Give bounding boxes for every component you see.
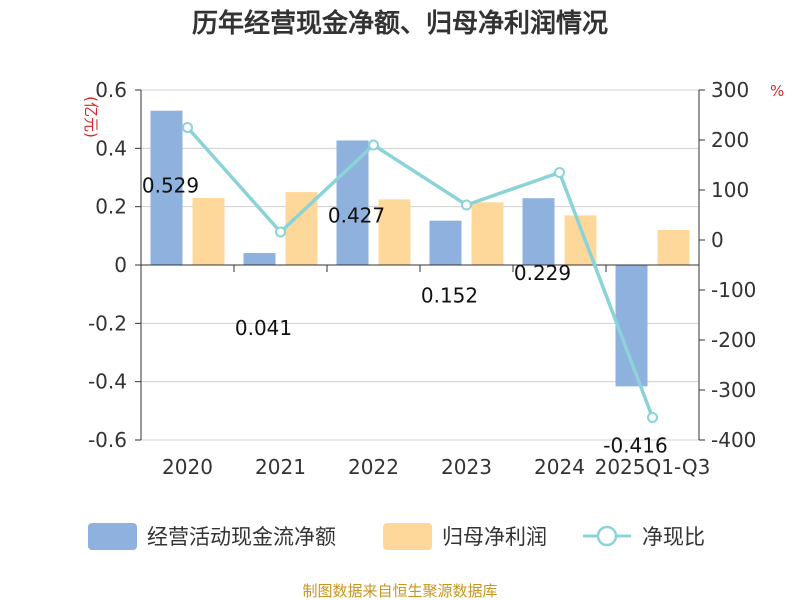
legend-label: 净现比 — [642, 525, 705, 549]
left-tick-label: -0.6 — [88, 428, 127, 452]
x-tick-label: 2020 — [162, 455, 213, 479]
right-tick-label: 0 — [711, 228, 724, 252]
legend-item-net-profit: 归母净利润 — [383, 523, 547, 550]
line-point — [368, 139, 379, 151]
legend-item-cash-ratio: 净现比 — [583, 525, 705, 549]
bar-operating-cash-flow — [150, 110, 183, 265]
x-tick-label: 2022 — [348, 455, 399, 479]
bar-data-label: 0.229 — [514, 261, 571, 285]
line-point — [461, 199, 472, 211]
legend-label: 归母净利润 — [442, 525, 547, 549]
line-point — [647, 412, 658, 423]
right-tick-label: -100 — [711, 278, 756, 302]
data-labels-layer: 0.529 0.041 0.427 0.152 0.229 -0.416 — [142, 174, 668, 458]
line-cash-ratio — [186, 126, 655, 419]
bar-operating-cash-flow — [429, 220, 462, 265]
source-note: 制图数据来自恒生聚源数据库 — [302, 582, 497, 600]
left-tick-label: 0.2 — [95, 195, 127, 219]
bar-data-label: 0.041 — [235, 316, 292, 340]
bar-data-label: -0.416 — [603, 433, 667, 457]
legend-swatch-marker — [596, 525, 618, 547]
bar-operating-cash-flow — [522, 198, 555, 265]
left-tick-label: 0.4 — [95, 136, 127, 160]
bar-net-profit — [192, 197, 225, 265]
x-tick-label: 2024 — [534, 455, 585, 479]
bar-data-label: 0.427 — [328, 203, 385, 227]
x-tick-label: 2023 — [441, 455, 492, 479]
bar-operating-cash-flow — [243, 253, 276, 265]
bar-net-profit — [657, 230, 690, 265]
left-axis-unit: (亿元) — [82, 96, 100, 138]
line-series-layer — [182, 122, 658, 423]
chart-title: 历年经营现金净额、归母净利润情况 — [192, 8, 608, 39]
legend-swatch — [88, 523, 137, 550]
right-tick-label: -200 — [711, 328, 756, 352]
bars-layer — [150, 110, 690, 387]
left-tick-label: -0.2 — [88, 311, 127, 335]
bar-operating-cash-flow — [336, 140, 369, 265]
line-point — [554, 167, 565, 178]
bar-data-label: 0.152 — [421, 284, 478, 308]
left-tick-label: 0.6 — [95, 78, 127, 102]
legend-swatch — [383, 523, 432, 550]
legend-label: 经营活动现金流净额 — [147, 525, 336, 549]
left-tick-label: 0 — [114, 253, 127, 277]
right-axis-unit: % — [770, 82, 784, 100]
bar-net-profit — [471, 202, 504, 265]
left-tick-label: -0.4 — [88, 370, 127, 394]
zero-line-layer — [140, 264, 700, 272]
grid-lines — [141, 89, 699, 441]
bar-net-profit — [378, 199, 411, 265]
bar-data-label: 0.529 — [142, 174, 199, 198]
right-tick-label: -300 — [711, 378, 756, 402]
right-tick-label: 200 — [711, 128, 749, 152]
legend: 经营活动现金流净额 归母净利润 净现比 — [88, 523, 705, 550]
right-tick-label: 100 — [711, 178, 749, 202]
axes-layer: 0.6 0.4 0.2 0 -0.2 -0.4 -0.6 300 200 100 0 -100 -200… — [88, 78, 756, 479]
right-tick-label: -400 — [711, 428, 756, 452]
line-point — [182, 122, 193, 133]
x-tick-label: 2025Q1-Q3 — [595, 455, 711, 479]
line-point — [275, 226, 286, 238]
right-tick-label: 300 — [711, 78, 749, 102]
x-tick-label: 2021 — [255, 455, 306, 479]
legend-item-operating-cash-flow: 经营活动现金流净额 — [88, 523, 336, 550]
bar-operating-cash-flow — [615, 265, 648, 387]
